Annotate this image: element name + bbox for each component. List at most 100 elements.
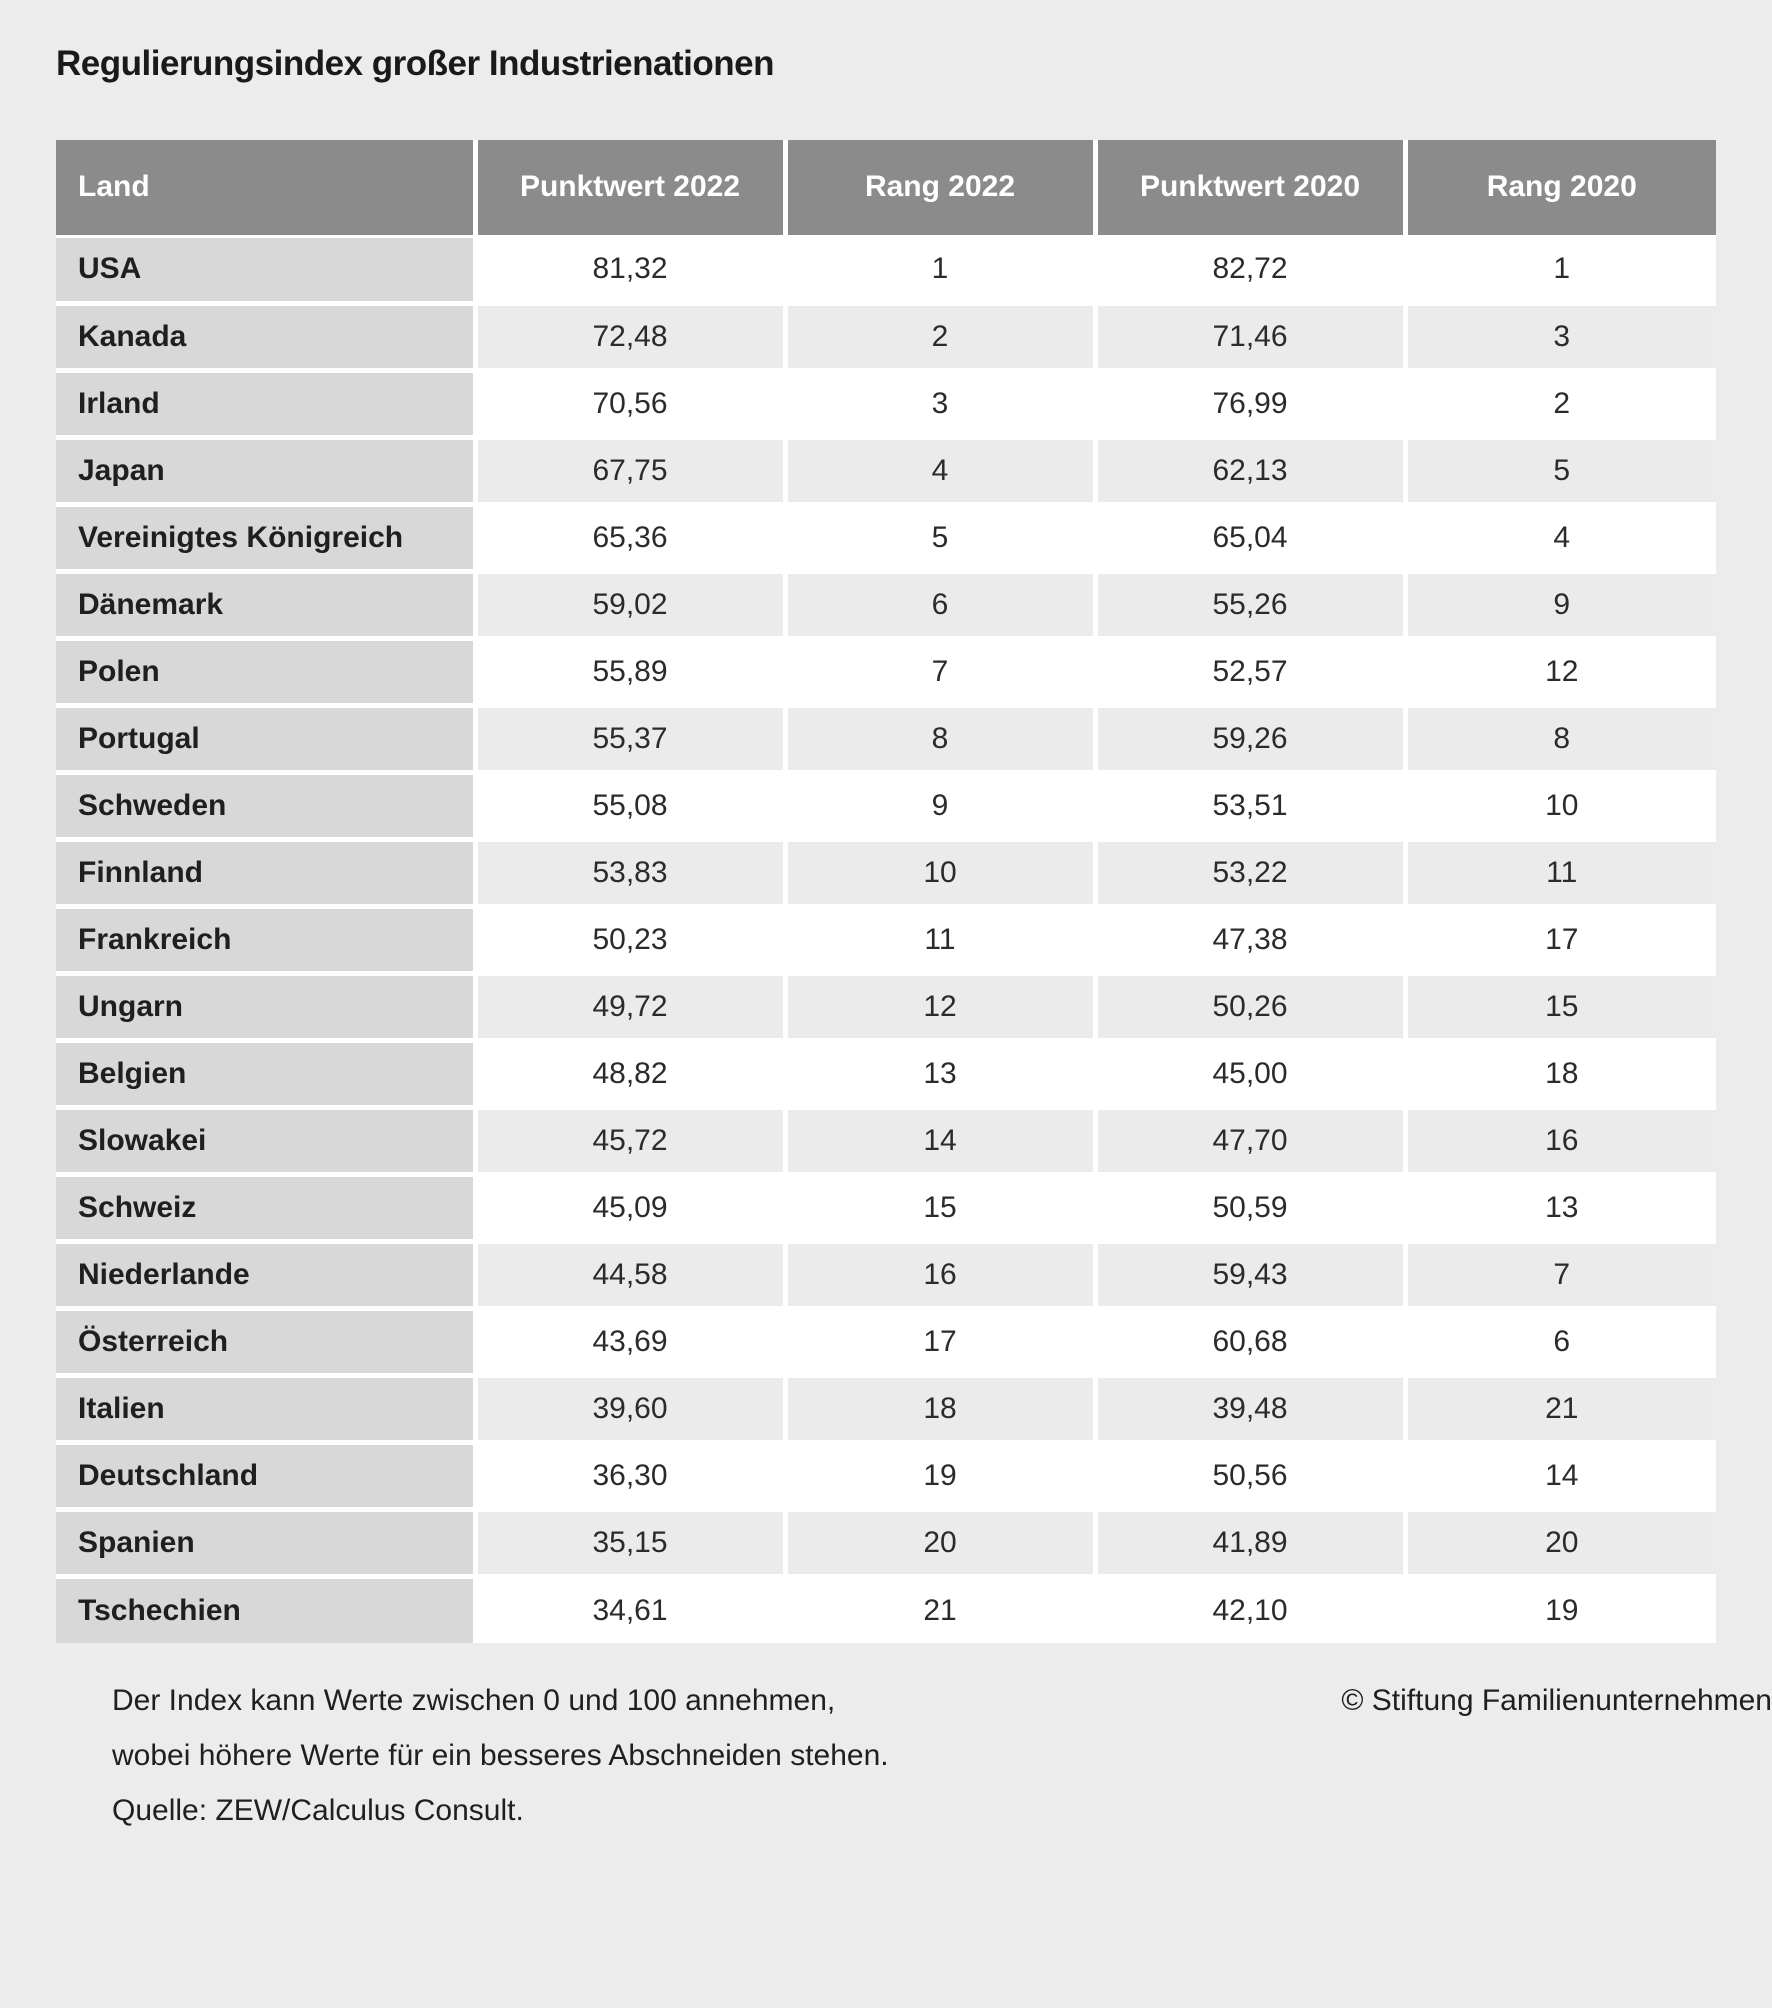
value-cell: 8 bbox=[1405, 705, 1716, 775]
value-cell: 36,30 bbox=[475, 1442, 788, 1512]
country-cell: Kanada bbox=[56, 303, 478, 373]
footnote-line: wobei höhere Werte für ein besseres Absc… bbox=[112, 1739, 889, 1772]
value-cell: 65,36 bbox=[475, 504, 788, 574]
value-cell: 55,26 bbox=[1095, 571, 1408, 641]
value-cell: 41,89 bbox=[1095, 1509, 1408, 1579]
table-row: Irland 70,56 3 76,99 2 bbox=[56, 370, 1716, 440]
value-cell: 49,72 bbox=[475, 973, 788, 1043]
table-row: Kanada 72,48 2 71,46 3 bbox=[56, 303, 1716, 373]
country-cell: Polen bbox=[56, 638, 478, 708]
value-cell: 9 bbox=[1405, 571, 1716, 641]
regulation-index-table: Land Punktwert 2022 Rang 2022 Punktwert 202… bbox=[56, 140, 1716, 1643]
table-row: Spanien 35,15 20 41,89 20 bbox=[56, 1509, 1716, 1579]
column-header-land: Land bbox=[56, 140, 478, 238]
value-cell: 53,22 bbox=[1095, 839, 1408, 909]
value-cell: 53,83 bbox=[475, 839, 788, 909]
value-cell: 12 bbox=[1405, 638, 1716, 708]
country-cell: Frankreich bbox=[56, 906, 478, 976]
value-cell: 14 bbox=[1405, 1442, 1716, 1512]
value-cell: 67,75 bbox=[475, 437, 788, 507]
value-cell: 42,10 bbox=[1095, 1576, 1408, 1643]
value-cell: 7 bbox=[1405, 1241, 1716, 1311]
value-cell: 45,72 bbox=[475, 1107, 788, 1177]
country-cell: Slowakei bbox=[56, 1107, 478, 1177]
table-row: Frankreich 50,23 11 47,38 17 bbox=[56, 906, 1716, 976]
country-cell: Deutschland bbox=[56, 1442, 478, 1512]
country-cell: Österreich bbox=[56, 1308, 478, 1378]
value-cell: 13 bbox=[785, 1040, 1098, 1110]
value-cell: 39,60 bbox=[475, 1375, 788, 1445]
value-cell: 10 bbox=[785, 839, 1098, 909]
value-cell: 18 bbox=[785, 1375, 1098, 1445]
value-cell: 19 bbox=[1405, 1576, 1716, 1643]
value-cell: 59,43 bbox=[1095, 1241, 1408, 1311]
value-cell: 72,48 bbox=[475, 303, 788, 373]
country-cell: Niederlande bbox=[56, 1241, 478, 1311]
column-header-punktwert-2022: Punktwert 2022 bbox=[475, 140, 788, 238]
table-row: Polen 55,89 7 52,57 12 bbox=[56, 638, 1716, 708]
value-cell: 47,38 bbox=[1095, 906, 1408, 976]
footnote-line: Quelle: ZEW/Calculus Consult. bbox=[112, 1794, 524, 1827]
country-cell: Schweden bbox=[56, 772, 478, 842]
value-cell: 48,82 bbox=[475, 1040, 788, 1110]
value-cell: 20 bbox=[1405, 1509, 1716, 1579]
table-row: Schweden 55,08 9 53,51 10 bbox=[56, 772, 1716, 842]
value-cell: 59,26 bbox=[1095, 705, 1408, 775]
country-cell: Schweiz bbox=[56, 1174, 478, 1244]
country-cell: Portugal bbox=[56, 705, 478, 775]
value-cell: 65,04 bbox=[1095, 504, 1408, 574]
country-cell: Italien bbox=[56, 1375, 478, 1445]
page-title: Regulierungsindex großer Industrienation… bbox=[56, 44, 774, 83]
value-cell: 44,58 bbox=[475, 1241, 788, 1311]
country-cell: Japan bbox=[56, 437, 478, 507]
value-cell: 60,68 bbox=[1095, 1308, 1408, 1378]
table-body: USA 81,32 1 82,72 1 Kanada 72,48 2 71,46 3 Irland 7… bbox=[56, 236, 1716, 1643]
value-cell: 55,37 bbox=[475, 705, 788, 775]
value-cell: 8 bbox=[785, 705, 1098, 775]
value-cell: 3 bbox=[785, 370, 1098, 440]
value-cell: 35,15 bbox=[475, 1509, 788, 1579]
value-cell: 34,61 bbox=[475, 1576, 788, 1643]
table-row: Finnland 53,83 10 53,22 11 bbox=[56, 839, 1716, 909]
country-cell: Vereinigtes Königreich bbox=[56, 504, 478, 574]
value-cell: 10 bbox=[1405, 772, 1716, 842]
value-cell: 11 bbox=[1405, 839, 1716, 909]
table-row: Vereinigtes Königreich 65,36 5 65,04 4 bbox=[56, 504, 1716, 574]
value-cell: 21 bbox=[785, 1576, 1098, 1643]
value-cell: 14 bbox=[785, 1107, 1098, 1177]
value-cell: 82,72 bbox=[1095, 236, 1408, 306]
value-cell: 5 bbox=[785, 504, 1098, 574]
value-cell: 50,26 bbox=[1095, 973, 1408, 1043]
value-cell: 4 bbox=[1405, 504, 1716, 574]
value-cell: 16 bbox=[1405, 1107, 1716, 1177]
table-row: Slowakei 45,72 14 47,70 16 bbox=[56, 1107, 1716, 1177]
value-cell: 17 bbox=[1405, 906, 1716, 976]
country-cell: Dänemark bbox=[56, 571, 478, 641]
value-cell: 15 bbox=[785, 1174, 1098, 1244]
footer: Der Index kann Werte zwischen 0 und 100 … bbox=[112, 1673, 1772, 1838]
value-cell: 9 bbox=[785, 772, 1098, 842]
country-cell: Irland bbox=[56, 370, 478, 440]
table-row: Ungarn 49,72 12 50,26 15 bbox=[56, 973, 1716, 1043]
value-cell: 76,99 bbox=[1095, 370, 1408, 440]
table-row: Japan 67,75 4 62,13 5 bbox=[56, 437, 1716, 507]
value-cell: 15 bbox=[1405, 973, 1716, 1043]
column-header-rang-2022: Rang 2022 bbox=[785, 140, 1098, 238]
country-cell: USA bbox=[56, 236, 478, 306]
value-cell: 17 bbox=[785, 1308, 1098, 1378]
copyright: © Stiftung Familienunternehmen bbox=[1341, 1684, 1772, 1717]
value-cell: 52,57 bbox=[1095, 638, 1408, 708]
value-cell: 2 bbox=[1405, 370, 1716, 440]
table-row: Schweiz 45,09 15 50,59 13 bbox=[56, 1174, 1716, 1244]
footnote-line: Der Index kann Werte zwischen 0 und 100 … bbox=[112, 1684, 836, 1717]
country-cell: Finnland bbox=[56, 839, 478, 909]
value-cell: 47,70 bbox=[1095, 1107, 1408, 1177]
table-row: USA 81,32 1 82,72 1 bbox=[56, 236, 1716, 306]
value-cell: 55,89 bbox=[475, 638, 788, 708]
country-cell: Spanien bbox=[56, 1509, 478, 1579]
value-cell: 45,09 bbox=[475, 1174, 788, 1244]
value-cell: 6 bbox=[1405, 1308, 1716, 1378]
country-cell: Belgien bbox=[56, 1040, 478, 1110]
table-row: Niederlande 44,58 16 59,43 7 bbox=[56, 1241, 1716, 1311]
table-row: Österreich 43,69 17 60,68 6 bbox=[56, 1308, 1716, 1378]
